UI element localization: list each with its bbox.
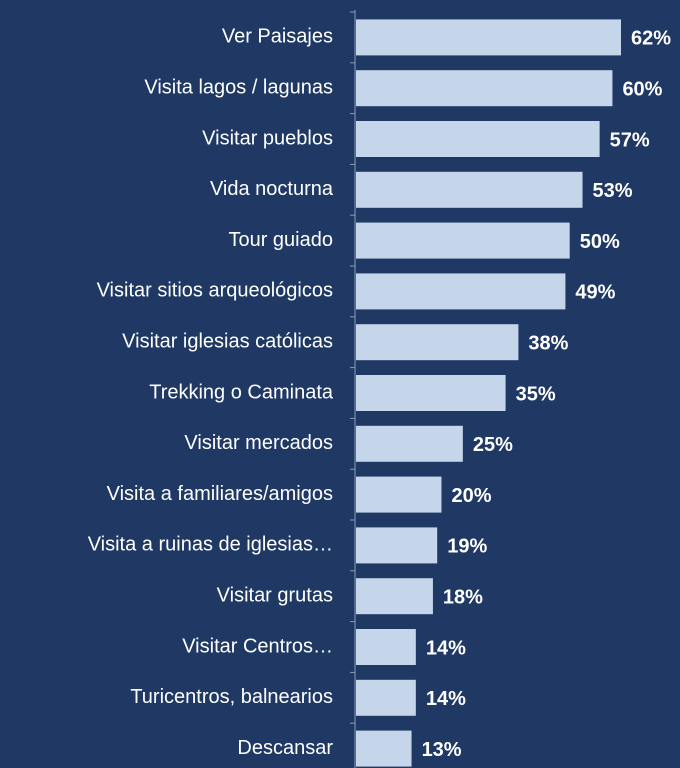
- bar: [356, 375, 506, 411]
- bar: [356, 324, 519, 361]
- category-label: Vida nocturna: [210, 178, 334, 200]
- value-label: 38%: [528, 332, 568, 354]
- bar: [356, 171, 583, 208]
- category-label: Visitar sitios arqueológicos: [97, 280, 333, 302]
- bar: [356, 19, 621, 56]
- value-label: 62%: [631, 28, 671, 50]
- bar: [356, 679, 416, 716]
- value-label: 57%: [610, 129, 650, 151]
- bar: [356, 121, 600, 157]
- value-label: 25%: [473, 434, 513, 456]
- category-label: Tour guiado: [228, 229, 333, 251]
- category-label: Visita lagos / lagunas: [144, 76, 333, 98]
- value-label: 19%: [447, 536, 487, 558]
- category-label: Visitar grutas: [217, 584, 333, 606]
- bar: [356, 578, 433, 615]
- category-label: Visitar pueblos: [202, 127, 333, 149]
- value-label: 53%: [593, 180, 633, 202]
- category-label: Descansar: [237, 737, 333, 759]
- value-label: 49%: [575, 282, 615, 304]
- value-label: 35%: [516, 383, 556, 405]
- bar: [356, 222, 570, 259]
- value-label: 14%: [426, 637, 466, 659]
- value-label: 60%: [622, 78, 662, 100]
- category-label: Trekking o Caminata: [149, 381, 334, 403]
- bar: [356, 70, 613, 107]
- category-label: Visita a familiares/amigos: [107, 483, 333, 505]
- bar: [356, 527, 438, 564]
- bar: [356, 476, 442, 513]
- value-label: 50%: [580, 231, 620, 253]
- category-label: Visita a ruinas de iglesias…: [88, 534, 333, 556]
- category-label: Turicentros, balnearios: [130, 686, 333, 708]
- value-label: 14%: [426, 688, 466, 710]
- category-label: Visitar mercados: [184, 432, 333, 454]
- value-label: 13%: [422, 739, 462, 761]
- bar: [356, 629, 416, 665]
- value-label: 18%: [443, 586, 483, 608]
- value-label: 20%: [451, 485, 491, 507]
- bar: [356, 730, 412, 767]
- category-label: Visitar iglesias católicas: [122, 330, 333, 352]
- bar: [356, 425, 463, 462]
- category-label: Ver Paisajes: [222, 26, 333, 48]
- bar: [356, 273, 566, 310]
- category-label: Visitar Centros…: [182, 635, 333, 657]
